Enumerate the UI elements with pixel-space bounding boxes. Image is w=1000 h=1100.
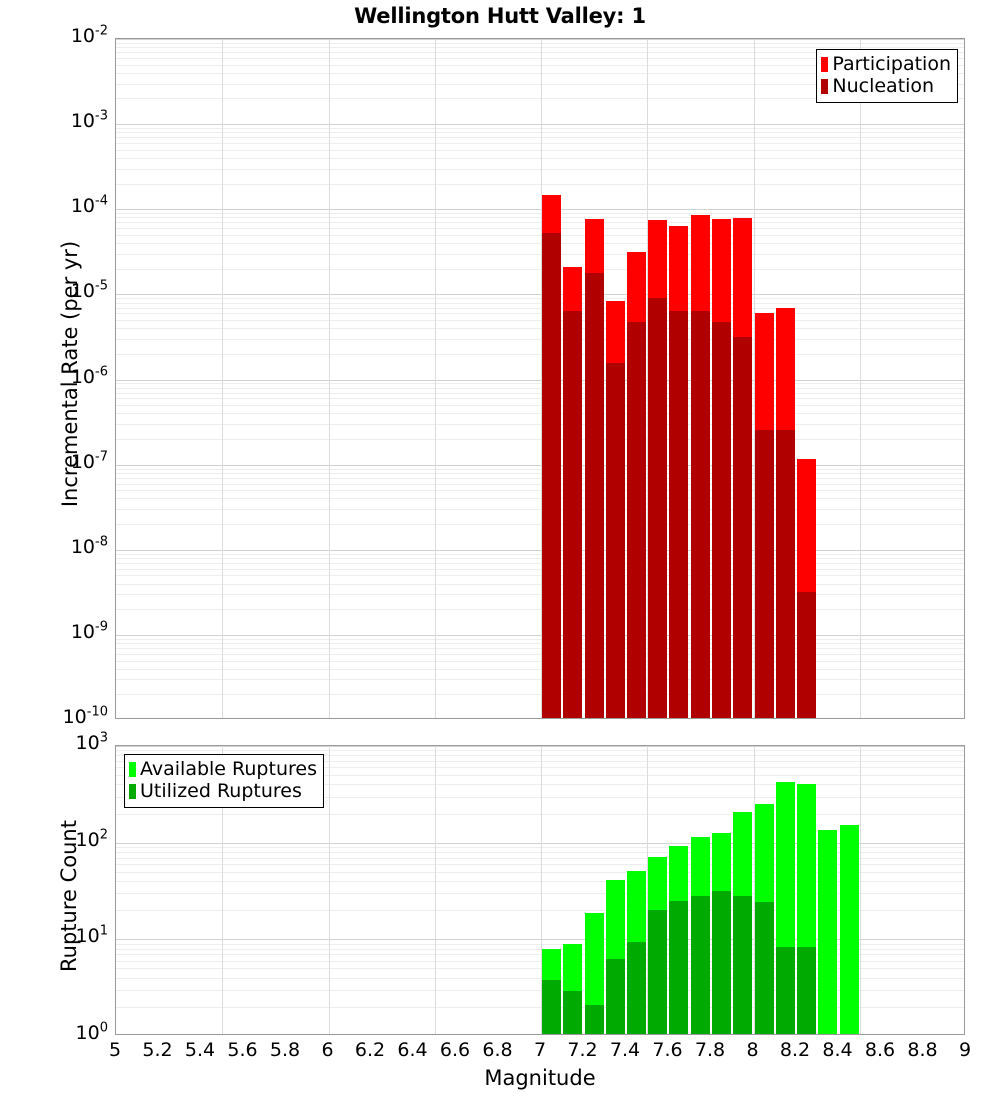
bar-utilized-ruptures bbox=[563, 991, 582, 1034]
x-tick-label: 7 bbox=[533, 1039, 547, 1061]
bar-nucleation bbox=[776, 430, 795, 718]
x-tick-label: 5 bbox=[108, 1039, 122, 1061]
bar-nucleation bbox=[627, 322, 646, 718]
x-tick-label: 8.2 bbox=[779, 1039, 811, 1061]
x-tick-label: 8.4 bbox=[822, 1039, 853, 1061]
y-tick-label: 101 bbox=[75, 924, 108, 948]
x-tick-label: 8 bbox=[746, 1039, 759, 1061]
y-tick-label: 10-7 bbox=[70, 449, 108, 473]
x-tick-label: 5.4 bbox=[184, 1039, 216, 1061]
y-tick-label: 10-3 bbox=[70, 108, 108, 133]
participation-swatch-icon bbox=[821, 56, 829, 72]
bar-utilized-ruptures bbox=[733, 896, 752, 1034]
bar-available-ruptures bbox=[585, 913, 604, 1034]
y-tick-label: 10-2 bbox=[70, 23, 108, 47]
bar-utilized-ruptures bbox=[627, 942, 646, 1034]
x-tick-label: 7.6 bbox=[652, 1039, 683, 1061]
legend-label-available-ruptures: Available Ruptures bbox=[140, 758, 317, 780]
x-tick-label: 6.2 bbox=[354, 1039, 386, 1061]
nucleation-swatch-icon bbox=[821, 79, 829, 95]
bar-utilized-ruptures bbox=[585, 1005, 604, 1034]
y-tick-label: 10-10 bbox=[62, 704, 108, 728]
bar-nucleation bbox=[542, 233, 561, 718]
bar-nucleation bbox=[755, 430, 774, 718]
x-tick-label: 5.8 bbox=[269, 1039, 301, 1061]
y-axis-title-bottom: Rupture Count bbox=[57, 820, 81, 972]
page-title: Wellington Hutt Valley: 1 bbox=[354, 4, 646, 28]
bar-utilized-ruptures bbox=[691, 896, 710, 1034]
x-axis-title: Magnitude bbox=[484, 1066, 596, 1090]
bar-utilized-ruptures bbox=[606, 959, 625, 1034]
legend-item-nucleation[interactable]: Nucleation bbox=[821, 75, 951, 97]
bar-nucleation bbox=[606, 363, 625, 718]
x-tick-label: 9 bbox=[958, 1039, 972, 1061]
legend-item-available-ruptures[interactable]: Available Ruptures bbox=[129, 758, 317, 780]
bar-nucleation bbox=[691, 311, 710, 718]
y-tick-label: 10-5 bbox=[70, 279, 108, 303]
legend-rupture-count: Available Ruptures Utilized Ruptures bbox=[124, 754, 324, 808]
x-tick-label: 5.2 bbox=[142, 1039, 173, 1061]
y-tick-label: 102 bbox=[75, 827, 108, 851]
x-tick-label: 5.6 bbox=[227, 1039, 258, 1061]
y-tick-label: 103 bbox=[75, 730, 108, 754]
bar-available-ruptures bbox=[840, 825, 859, 1034]
x-tick-label: 6.4 bbox=[397, 1039, 428, 1061]
bar-utilized-ruptures bbox=[797, 947, 816, 1034]
bar-nucleation bbox=[733, 337, 752, 718]
x-tick-label: 7.2 bbox=[567, 1039, 598, 1061]
y-axis-ticks-bottom: 103 102 101 100 bbox=[0, 732, 108, 1044]
x-tick-label: 8.8 bbox=[907, 1039, 938, 1061]
x-tick-label: 7.4 bbox=[609, 1039, 641, 1061]
legend-label-nucleation: Nucleation bbox=[832, 75, 935, 98]
y-tick-label: 100 bbox=[75, 1020, 108, 1044]
bar-utilized-ruptures bbox=[712, 891, 731, 1034]
bar-utilized-ruptures bbox=[755, 902, 774, 1034]
legend-item-participation[interactable]: Participation bbox=[821, 53, 951, 75]
bar-utilized-ruptures bbox=[776, 947, 795, 1034]
legend-label-participation: Participation bbox=[832, 53, 951, 75]
y-tick-label: 10-8 bbox=[70, 534, 108, 558]
x-tick-label: 6 bbox=[321, 1039, 334, 1061]
x-tick-label: 8.6 bbox=[864, 1039, 896, 1061]
y-tick-label: 10-9 bbox=[70, 619, 108, 643]
bar-available-ruptures bbox=[818, 830, 837, 1034]
y-tick-label: 10-4 bbox=[70, 193, 108, 218]
y-axis-title-top: Incremental Rate (per yr) bbox=[58, 240, 82, 508]
bars-rupture-count bbox=[116, 746, 964, 1034]
y-tick-label: 10-6 bbox=[70, 364, 108, 388]
bar-nucleation bbox=[648, 298, 667, 718]
bar-nucleation bbox=[585, 273, 604, 718]
legend-incremental-rate: Participation Nucleation bbox=[816, 49, 958, 103]
legend-item-utilized-ruptures[interactable]: Utilized Ruptures bbox=[129, 780, 317, 802]
x-tick-label: 6.6 bbox=[439, 1039, 471, 1061]
x-tick-label: 7.8 bbox=[694, 1039, 726, 1061]
incremental-rate-plot: Participation Nucleation bbox=[115, 38, 965, 719]
bar-nucleation bbox=[669, 311, 688, 718]
bar-utilized-ruptures bbox=[542, 980, 561, 1034]
y-axis-ticks-top: 10-2 10-3 10-4 10-5 10-6 10-7 10-8 10-9 10-10 bbox=[0, 0, 108, 740]
bar-nucleation bbox=[797, 592, 816, 718]
utilized-ruptures-swatch-icon bbox=[129, 784, 136, 800]
bar-utilized-ruptures bbox=[648, 910, 667, 1034]
bar-utilized-ruptures bbox=[669, 901, 688, 1034]
available-ruptures-swatch-icon bbox=[129, 761, 136, 777]
x-tick-label: 6.8 bbox=[482, 1039, 513, 1061]
bars-incremental-rate bbox=[116, 39, 964, 718]
rupture-count-plot: Available Ruptures Utilized Ruptures bbox=[115, 745, 965, 1035]
bar-nucleation bbox=[712, 322, 731, 718]
legend-label-utilized-ruptures: Utilized Ruptures bbox=[140, 780, 302, 803]
bar-nucleation bbox=[563, 311, 582, 718]
